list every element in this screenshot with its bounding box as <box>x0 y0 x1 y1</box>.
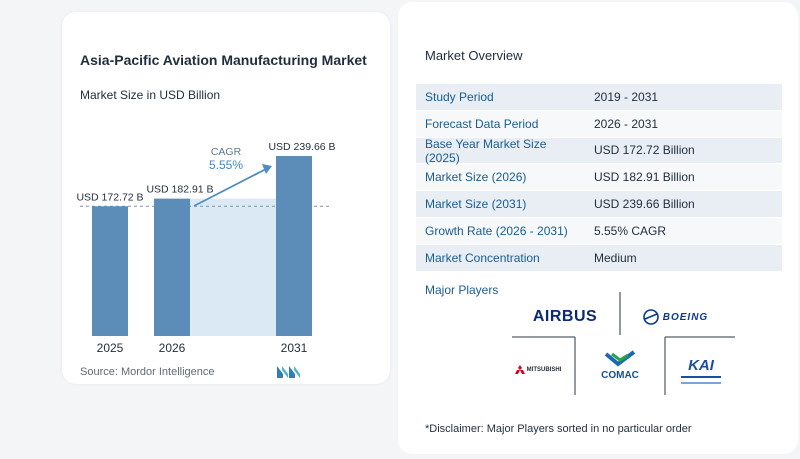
overview-row-value: USD 172.72 Billion <box>594 143 695 158</box>
major-players-title: Major Players <box>425 283 499 297</box>
overview-row: Study Period 2019 - 2031 <box>416 84 782 111</box>
overview-row-label: Growth Rate (2026 - 2031) <box>425 223 568 238</box>
kai-logo-text: KAI <box>688 356 714 374</box>
mitsubishi-logo-text: MITSUBISHI <box>526 367 562 373</box>
boeing-logo: BOEING <box>630 306 720 328</box>
mitsubishi-icon <box>514 365 525 374</box>
overview-row-value: USD 182.91 Billion <box>594 170 695 185</box>
overview-row-label: Market Concentration <box>425 250 540 265</box>
disclaimer: *Disclaimer: Major Players sorted in no … <box>425 423 692 435</box>
overview-row: Market Concentration Medium <box>416 244 782 272</box>
overview-row-label: Market Size (2031) <box>425 197 527 212</box>
overview-row-value: 2026 - 2031 <box>594 116 659 131</box>
overview-row-label: Forecast Data Period <box>425 116 539 131</box>
boeing-logo-text: BOEING <box>662 311 709 323</box>
overview-row-value: USD 239.66 Billion <box>594 197 695 212</box>
overview-row-value: 5.55% CAGR <box>594 223 667 238</box>
overview-table: Study Period 2019 - 2031 Forecast Data Per… <box>416 84 782 272</box>
airbus-logo-text: AIRBUS <box>532 308 598 325</box>
overview-row-value: Medium <box>594 250 637 265</box>
overview-row: Market Size (2031) USD 239.66 Billion <box>416 191 782 218</box>
mitsubishi-logo: MITSUBISHI <box>508 358 568 382</box>
overview-row-label: Study Period <box>425 89 494 104</box>
comac-icon <box>604 349 636 367</box>
comac-logo: COMAC <box>585 345 655 385</box>
chart-title: Asia-Pacific Aviation Manufacturing Mark… <box>80 52 367 68</box>
comac-logo-text: COMAC <box>601 369 639 381</box>
kai-logo: KAI <box>676 350 726 390</box>
overview-row-label: Market Size (2026) <box>425 170 527 185</box>
overview-row: Market Size (2026) USD 182.91 Billion <box>416 164 782 192</box>
airbus-logo: AIRBUS <box>525 305 605 329</box>
mordor-intelligence-logo <box>277 366 300 378</box>
overview-row: Forecast Data Period 2026 - 2031 <box>416 110 782 138</box>
overview-row-label: Base Year Market Size (2025) <box>425 136 547 165</box>
boeing-icon <box>642 309 659 325</box>
overview-row-value: 2019 - 2031 <box>594 89 659 104</box>
kai-subtitle-lines <box>681 375 721 384</box>
chart-subtitle: Market Size in USD Billion <box>80 88 221 102</box>
source-label: Source: Mordor Intelligence <box>80 366 215 378</box>
overview-row: Base Year Market Size (2025) USD 172.72 B… <box>416 136 782 165</box>
overview-title: Market Overview <box>425 48 523 63</box>
overview-row: Growth Rate (2026 - 2031) 5.55% CAGR <box>416 217 782 245</box>
